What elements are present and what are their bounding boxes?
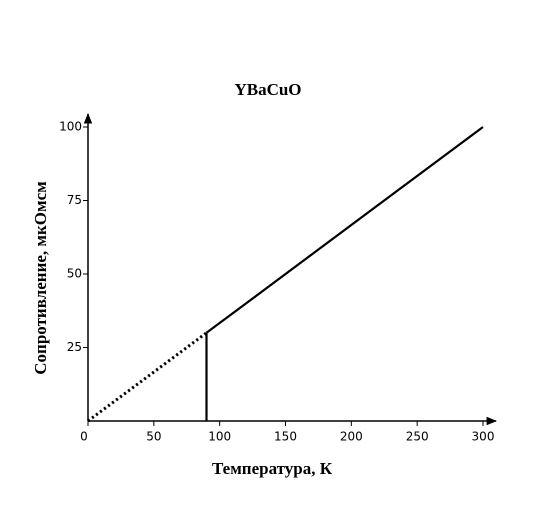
chart-title: YBaCuO — [234, 80, 301, 99]
data-line — [87, 331, 208, 423]
x-tick-label: 150 — [274, 430, 297, 444]
y-tick-label: 50 — [67, 267, 82, 281]
y-axis-label: Сопротивление, мкОмсм — [31, 181, 50, 375]
x-tick-label: 50 — [146, 430, 161, 444]
y-tick-label: 25 — [67, 340, 82, 354]
data-line — [205, 126, 484, 334]
x-tick-label: 100 — [208, 430, 231, 444]
x-tick-label: 300 — [472, 430, 495, 444]
x-tick-label: 0 — [80, 430, 88, 444]
x-axis-label: Температура, К — [212, 459, 333, 478]
y-tick-label: 100 — [59, 120, 82, 134]
y-tick-label: 75 — [67, 193, 82, 207]
x-tick-label: 250 — [406, 430, 429, 444]
x-tick-label: 200 — [340, 430, 363, 444]
